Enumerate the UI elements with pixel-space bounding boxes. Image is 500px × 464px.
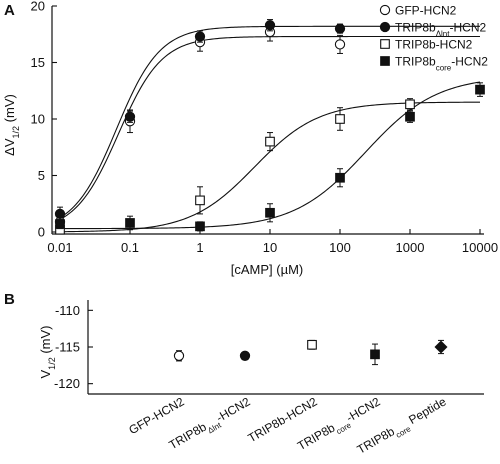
legend-marker [381,57,390,66]
data-point [266,208,275,217]
x-tick-label-a: 0.1 [121,240,139,255]
y-tick-label-b: -120 [54,376,80,391]
data-point [265,21,274,30]
panel-label-b: B [4,291,15,308]
x-tick-label-a: 0.01 [47,240,72,255]
x-tick-label-a: 1000 [396,240,425,255]
data-point [126,219,135,228]
data-point [174,351,183,360]
y-tick-label-a: 15 [31,55,45,70]
y-tick-label-b: -110 [55,303,80,318]
legend-marker [381,40,390,49]
x-tick-label-a: 1 [196,240,203,255]
data-point [406,100,415,109]
x-tick-label-a: 10000 [462,240,498,255]
y-tick-label-a: 10 [31,112,45,127]
data-point [196,222,205,231]
data-point [55,209,64,218]
data-point [308,341,317,350]
y-ticks-b: -110 -115 -120 [54,303,93,391]
x-tick-label-a: 100 [329,240,351,255]
data-point [266,137,275,146]
x-axis-label-a: [cAMP] (µM) [231,262,303,277]
data-points-b [174,340,446,364]
data-point [335,24,344,33]
data-point [336,115,345,124]
panel-b: B -110-115-120 V1/2 (mV) GFP-HCN2TRIP8bΔ… [4,291,484,460]
y-tick-label-a: 5 [38,168,45,183]
data-point [195,32,204,41]
data-point [435,341,447,353]
legend-marker [380,5,389,14]
data-point [125,112,134,121]
panel-label-a: A [4,2,15,19]
legend-label: GFP-HCN2 [395,4,457,18]
category-label: GFP-HCN2 [126,394,186,437]
y-ticks-a: 0 5 10 15 20 [31,0,57,240]
data-point [196,196,205,205]
data-point [335,40,344,49]
data-point [406,112,415,121]
category-labels-b: GFP-HCN2TRIP8bΔlnt-HCN2TRIP8b-HCN2TRIP8b… [126,394,450,459]
legend-label: TRIP8bΔlnt-HCN2 [395,21,486,39]
panel-a: A 0 5 10 15 20 0.01 0.1 1 10 100 1000 10000 ΔV1/2 … [2,0,498,277]
y-axis-label-a: ΔV1/2 (mV) [2,94,21,156]
y-tick-label-a: 0 [38,225,45,240]
legend-label: TRIP8b-HCN2 [395,38,473,52]
data-point [476,85,485,94]
data-point [336,173,345,182]
legend-marker [380,22,389,31]
legend-label: TRIP8bcore-HCN2 [395,55,488,73]
data-point [240,351,249,360]
x-ticks-a: 0.01 0.1 1 10 100 1000 10000 [47,229,498,255]
y-tick-label-a: 20 [31,0,45,14]
y-tick-label-b: -115 [55,340,80,355]
data-point [56,220,65,229]
data-point [371,350,380,359]
data-points-a [55,20,484,234]
x-tick-label-a: 10 [263,240,277,255]
